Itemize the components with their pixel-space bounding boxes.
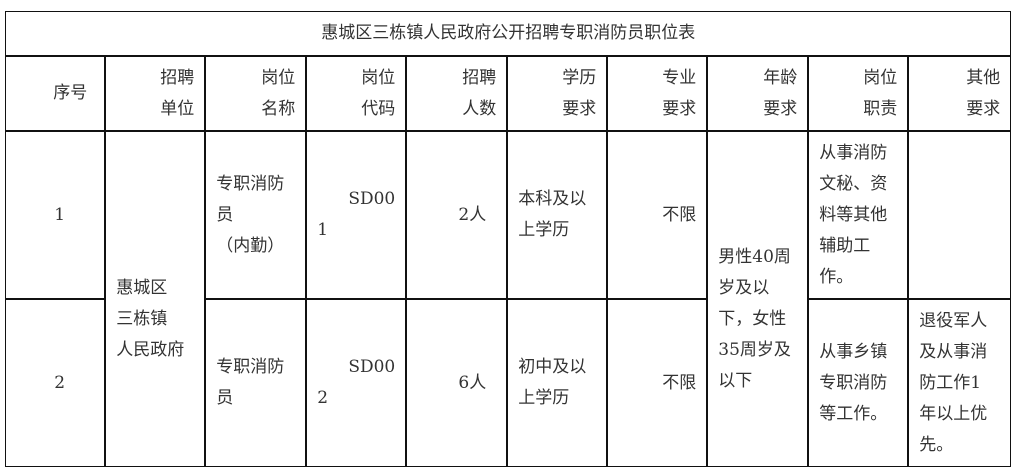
- row2-no: 2: [5, 299, 106, 468]
- title-cell: 惠城区三栋镇人民政府公开招聘专职消防员职位表: [5, 11, 1012, 57]
- row2-major: 不限: [607, 299, 708, 468]
- header-duty: 岗位 职责: [808, 56, 909, 132]
- row2-name: 专职消防 员: [205, 299, 307, 468]
- row1-other: [908, 131, 1012, 300]
- row1-major: 不限: [607, 131, 708, 300]
- code-line: 2: [317, 388, 329, 409]
- cell-unit: 惠城区 三栋镇 人民政府: [105, 131, 206, 468]
- row1-code-text: SD00 1: [317, 184, 395, 246]
- table-title: 惠城区三栋镇人民政府公开招聘专职消防员职位表: [321, 23, 696, 44]
- row2-education: 初中及以 上学历: [507, 299, 608, 468]
- code-line: 1: [317, 220, 329, 241]
- code-line: SD00: [348, 357, 396, 378]
- row1-count: 2人: [406, 131, 508, 300]
- header-age: 年龄 要求: [707, 56, 809, 132]
- row1-code: SD00 1: [306, 131, 407, 300]
- row2-other: 退役军人 及从事消 防工作1 年以上优 先。: [908, 299, 1012, 468]
- row1-duty: 从事消防 文秘、资 料等其他 辅助工 作。: [808, 131, 909, 300]
- row2-duty: 从事乡镇 专职消防 等工作。: [808, 299, 909, 468]
- row1-education: 本科及以 上学历: [507, 131, 608, 300]
- row2-code-text: SD00 2: [317, 352, 395, 414]
- cell-age: 男性40周 岁及以 下，女性 35周岁及 以下: [707, 131, 809, 468]
- row1-name: 专职消防 员 （内勤）: [205, 131, 307, 300]
- header-count: 招聘 人数: [406, 56, 508, 132]
- header-position-name: 岗位 名称: [205, 56, 307, 132]
- header-major: 专业 要求: [607, 56, 708, 132]
- header-other: 其他 要求: [908, 56, 1012, 132]
- header-position-code: 岗位 代码: [306, 56, 407, 132]
- row1-no: 1: [5, 131, 106, 300]
- code-line: SD00: [348, 189, 396, 210]
- row2-count: 6人: [406, 299, 508, 468]
- header-no: 序号: [5, 56, 106, 132]
- header-education: 学历 要求: [507, 56, 608, 132]
- header-unit: 招聘 单位: [105, 56, 206, 132]
- row2-code: SD00 2: [306, 299, 407, 468]
